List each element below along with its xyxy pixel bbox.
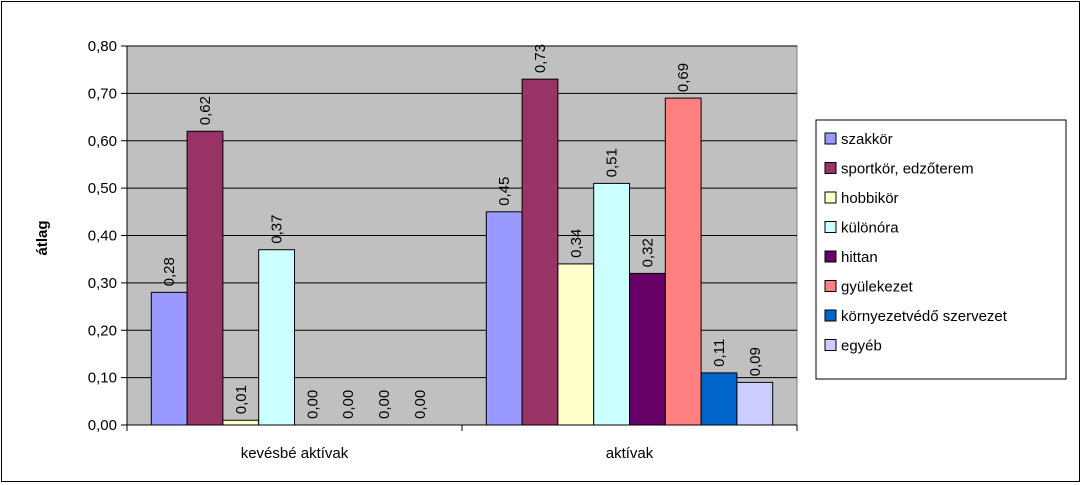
bar xyxy=(150,291,188,426)
legend-swatch xyxy=(824,162,837,174)
data-label: 0,28 xyxy=(161,257,178,286)
y-tick-label: 0,10 xyxy=(88,370,117,387)
bar xyxy=(557,263,595,426)
legend-swatch xyxy=(824,309,837,322)
bar xyxy=(222,419,260,426)
data-label: 0,69 xyxy=(675,63,692,92)
legend-label: gyülekezet xyxy=(841,279,914,296)
x-category-label: kevésbé aktívak xyxy=(241,445,349,462)
y-tick-label: 0,00 xyxy=(88,417,117,434)
data-labels: 0,28 0,62 0,01 0,37 0,00 0,00 0,00 0,00 0,45 0,73… xyxy=(161,44,764,419)
data-label: 0,00 xyxy=(412,390,429,419)
data-label: 0,32 xyxy=(639,238,656,267)
legend-swatch xyxy=(824,132,837,145)
data-label: 0,00 xyxy=(376,390,393,419)
legend-swatch xyxy=(824,339,837,351)
bar xyxy=(736,381,774,426)
data-label: 0,00 xyxy=(340,390,357,419)
y-axis: 0,00 0,10 0,20 0,30 0,40 0,50 0,60 0,70 0,80 xyxy=(88,38,128,434)
legend-box xyxy=(815,119,1067,380)
data-label: 0,45 xyxy=(496,177,513,206)
legend-swatch xyxy=(824,221,837,233)
legend-swatch xyxy=(824,250,837,263)
x-axis: kevésbé aktívak aktívak xyxy=(126,424,798,462)
data-label: 0,73 xyxy=(532,44,549,73)
bar xyxy=(258,249,296,426)
y-tick-label: 0,30 xyxy=(88,275,117,292)
y-tick-label: 0,50 xyxy=(88,180,117,197)
bar xyxy=(593,182,631,426)
y-tick-label: 0,70 xyxy=(88,85,117,102)
legend-label: egyéb xyxy=(841,338,882,355)
bar xyxy=(186,130,224,426)
legend-label: hobbikör xyxy=(841,190,899,207)
legend-label: szakkör xyxy=(841,131,893,148)
bar xyxy=(521,78,559,426)
legend-label: különóra xyxy=(841,220,899,237)
y-tick-label: 0,40 xyxy=(88,228,117,245)
bar xyxy=(629,272,666,426)
legend-label: hittan xyxy=(841,249,878,266)
legend-label: környezetvédő szervezet xyxy=(841,308,1008,325)
legend: szakkör sportkör, edzőterem hobbikör különó… xyxy=(815,119,1067,380)
y-tick-label: 0,80 xyxy=(88,38,117,55)
data-label: 0,51 xyxy=(604,148,621,177)
data-label: 0,34 xyxy=(568,229,585,258)
data-label: 0,62 xyxy=(197,96,214,125)
legend-swatch xyxy=(824,280,837,292)
y-tick-label: 0,20 xyxy=(88,322,117,339)
y-tick-label: 0,60 xyxy=(88,133,117,150)
bars xyxy=(150,78,774,426)
bar xyxy=(700,372,738,426)
data-label: 0,09 xyxy=(747,347,764,376)
legend-swatch xyxy=(824,191,837,204)
bar xyxy=(664,97,702,426)
data-label: 0,00 xyxy=(304,390,321,419)
bar xyxy=(485,211,523,426)
x-category-label: aktívak xyxy=(606,445,654,462)
legend-label: sportkör, edzőterem xyxy=(841,161,974,178)
data-label: 0,11 xyxy=(711,339,728,367)
y-axis-title: átlag xyxy=(34,220,51,255)
data-label: 0,01 xyxy=(233,385,250,414)
data-label: 0,37 xyxy=(269,215,286,244)
